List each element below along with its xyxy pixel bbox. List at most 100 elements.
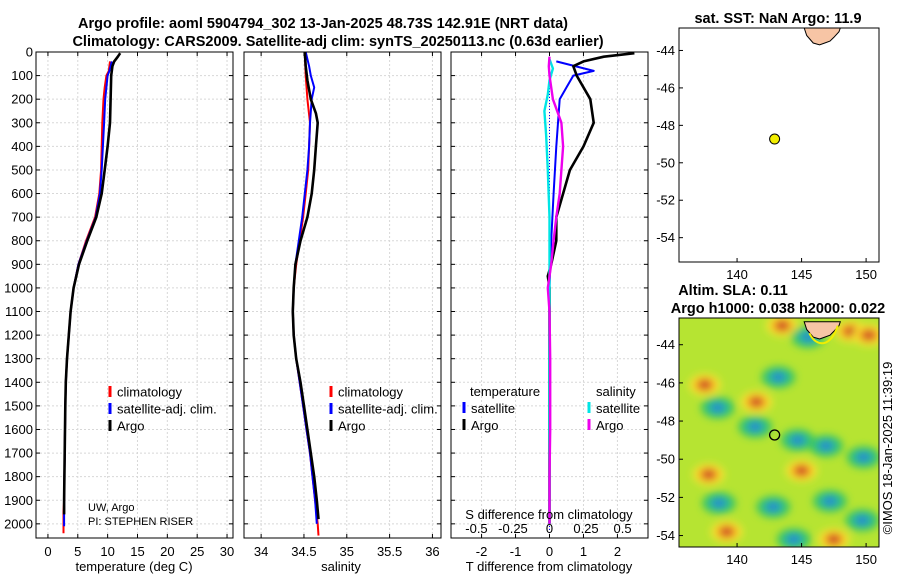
warm-eddy-core-3 — [751, 397, 762, 406]
warm-eddy-core-7 — [828, 535, 839, 544]
coastal-sla-contour — [808, 325, 839, 345]
xtick-label-0: 0 — [546, 544, 553, 559]
map-ytick-label--50: -50 — [656, 452, 675, 467]
series-s-argo — [546, 56, 565, 524]
xtick-label--1: -1 — [510, 544, 522, 559]
temperature-panel: 0100200300400500600700800900100011001200… — [4, 45, 234, 575]
sst-map-panel: sat. SST: NaN Argo: 11.9 140 145 150 -44 -46… — [656, 11, 880, 282]
ytick-label-700: 700 — [11, 210, 33, 225]
map-xtick-label-145: 145 — [791, 552, 813, 567]
warm-eddy-core-1 — [863, 331, 874, 340]
cold-eddy-core-9 — [768, 502, 779, 511]
xtick-label-30: 30 — [220, 544, 234, 559]
ytick-label-1900: 1900 — [4, 493, 33, 508]
sla-map-axes-box — [678, 317, 880, 548]
cold-eddy-core-2 — [712, 403, 723, 412]
series-argo — [62, 52, 122, 515]
credit-line2: PI: STEPHEN RISER — [88, 516, 193, 528]
legend-label-1: satellite-adj. clim. — [338, 402, 438, 417]
stick-label-0: -0.5 — [465, 521, 487, 536]
sst-map-axes-box — [678, 27, 880, 263]
map-ytick-label--52: -52 — [656, 193, 675, 208]
xtick-label-2: 2 — [614, 544, 621, 559]
credit-line1: UW, Argo — [88, 502, 134, 514]
xtick-label-36: 36 — [425, 544, 439, 559]
sst-map-title: sat. SST: NaN Argo: 11.9 — [694, 11, 861, 27]
ytick-label-1600: 1600 — [4, 422, 33, 437]
argo-float-marker-sla — [768, 429, 781, 441]
ytick-label-800: 800 — [11, 233, 33, 248]
xtick-label-35: 35 — [340, 544, 354, 559]
ytick-label-500: 500 — [11, 162, 33, 177]
warm-eddy-core-4 — [796, 466, 807, 475]
cold-eddy-core-11 — [788, 535, 799, 544]
warm-eddy-core-5 — [703, 470, 714, 479]
xtick-label-34.5: 34.5 — [291, 544, 316, 559]
imos-stamp: ©IMOS 18-Jan-2025 11:39:19 — [880, 362, 895, 535]
figure-title-line1: Argo profile: aoml 5904794_302 13-Jan-20… — [78, 16, 568, 32]
map-ytick-label--48: -48 — [656, 414, 675, 429]
map-xtick-label-150: 150 — [855, 552, 877, 567]
map-xtick-label-140: 140 — [726, 267, 748, 282]
sla-map-title-line2: Argo h1000: 0.038 h2000: 0.022 — [671, 301, 885, 317]
cold-eddy-core-10 — [857, 516, 868, 525]
argo-float-marker-sst — [769, 133, 781, 145]
cold-eddy-core-5 — [821, 441, 832, 450]
warm-eddy-core-8 — [721, 527, 732, 536]
temperature-axes-box — [35, 51, 234, 539]
ytick-label-1200: 1200 — [4, 328, 33, 343]
ytick-label-2000: 2000 — [4, 516, 33, 531]
ytick-label-1300: 1300 — [4, 351, 33, 366]
legend-temp-header: temperature — [470, 384, 540, 399]
warm-eddy-core-6 — [777, 321, 788, 330]
legend-label-1: satellite-adj. clim. — [117, 402, 217, 417]
stick-label-2: 0 — [546, 521, 553, 536]
difference-xlabel: T difference from climatology — [466, 559, 633, 574]
sla-map-title-line1: Altim. SLA: 0.11 — [678, 283, 788, 299]
salinity-xlabel: salinity — [321, 559, 361, 574]
salinity-axes-box — [243, 51, 442, 539]
cold-eddy-core-1 — [773, 373, 784, 382]
xtick-label-1: 1 — [580, 544, 587, 559]
difference-panel: -2 -1 0 1 2 -0.5 -0.25 0 0.25 0.5 T difference fr… — [450, 51, 649, 574]
cold-eddy-core-7 — [824, 497, 835, 506]
ytick-label-600: 600 — [11, 186, 33, 201]
map-ytick-label--52: -52 — [656, 490, 675, 505]
ytick-label-900: 900 — [11, 257, 33, 272]
cold-eddy-core-8 — [714, 499, 724, 508]
xtick-label-20: 20 — [160, 544, 174, 559]
map-ytick-label--54: -54 — [656, 528, 675, 543]
ytick-label-0: 0 — [26, 45, 33, 60]
temperature-xlabel: temperature (deg C) — [75, 559, 192, 574]
stick-label-3: 0.25 — [573, 521, 598, 536]
ytick-label-100: 100 — [11, 68, 33, 83]
stick-label-1: -0.25 — [498, 521, 528, 536]
ytick-label-1400: 1400 — [4, 375, 33, 390]
legend-temp-sat-label: satellite — [471, 401, 515, 416]
legend-temp-argo-label: Argo — [471, 418, 498, 433]
legend-label-2: Argo — [117, 419, 144, 434]
legend-sal-argo-label: Argo — [596, 418, 623, 433]
map-ytick-label--46: -46 — [656, 375, 675, 390]
cold-eddy-core-4 — [792, 436, 803, 445]
series-argo — [291, 51, 320, 520]
map-xtick-label-145: 145 — [791, 267, 813, 282]
map-ytick-label--50: -50 — [656, 155, 675, 170]
map-ytick-label--54: -54 — [656, 230, 675, 245]
ytick-label-1800: 1800 — [4, 469, 33, 484]
map-ytick-label--48: -48 — [656, 118, 675, 133]
xtick-label-0: 0 — [44, 544, 51, 559]
xtick-label-5: 5 — [74, 544, 81, 559]
ytick-label-200: 200 — [11, 92, 33, 107]
stick-label-4: 0.5 — [613, 521, 631, 536]
temperature-legend: climatology satellite-adj. clim. Argo — [108, 385, 217, 434]
map-ytick-label--44: -44 — [656, 337, 675, 352]
cold-eddy-core-6 — [858, 453, 869, 462]
legend-sal-sat-label: satellite — [596, 401, 640, 416]
ytick-label-300: 300 — [11, 115, 33, 130]
figure-title-line2: Climatology: CARS2009. Satellite-adj cli… — [72, 34, 603, 50]
ytick-label-1700: 1700 — [4, 446, 33, 461]
difference-secondary-xlabel: S difference from climatology — [465, 507, 633, 522]
xtick-label-25: 25 — [190, 544, 204, 559]
